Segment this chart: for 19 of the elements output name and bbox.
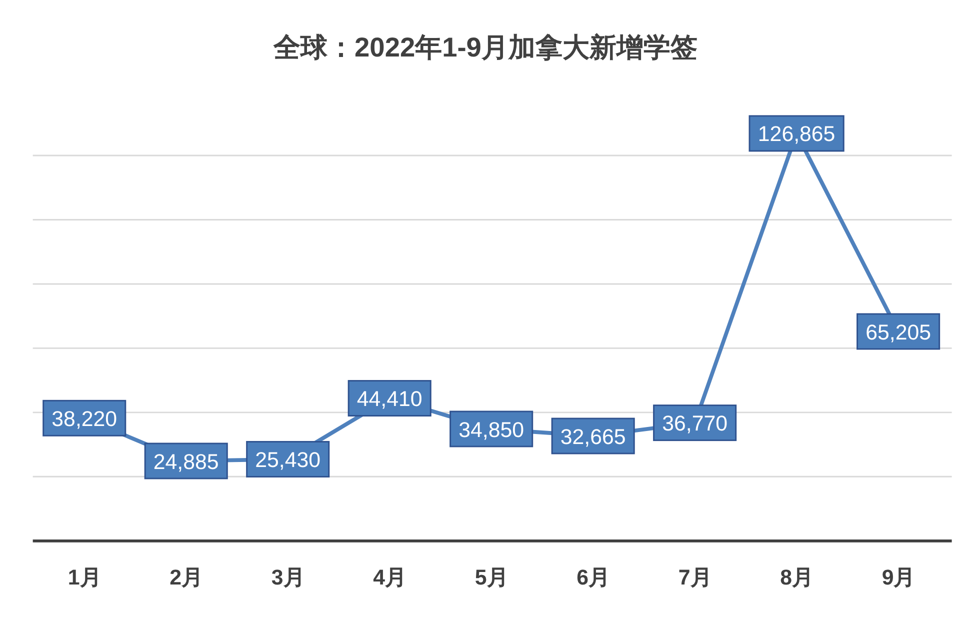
data-label: 36,770 [662, 412, 728, 436]
data-label: 126,865 [758, 122, 836, 146]
data-label: 34,850 [458, 418, 524, 442]
x-tick-label: 4月 [373, 566, 406, 590]
x-tick-label: 5月 [474, 566, 508, 590]
data-label: 24,885 [153, 450, 219, 474]
x-tick-label: 1月 [68, 566, 101, 590]
x-tick-label: 9月 [882, 566, 915, 590]
chart-title: 全球：2022年1-9月加拿大新增学签 [272, 32, 698, 63]
data-label: 38,220 [52, 406, 118, 431]
x-tick-label: 2月 [170, 566, 203, 590]
x-tick-label: 7月 [678, 566, 712, 590]
x-tick-label: 8月 [780, 566, 814, 590]
data-label: 44,410 [356, 387, 422, 412]
x-tick-label: 3月 [271, 566, 304, 590]
data-label: 65,205 [866, 320, 931, 344]
data-label: 32,665 [560, 424, 626, 449]
x-tick-label: 6月 [576, 566, 610, 590]
data-label: 25,430 [255, 448, 321, 472]
